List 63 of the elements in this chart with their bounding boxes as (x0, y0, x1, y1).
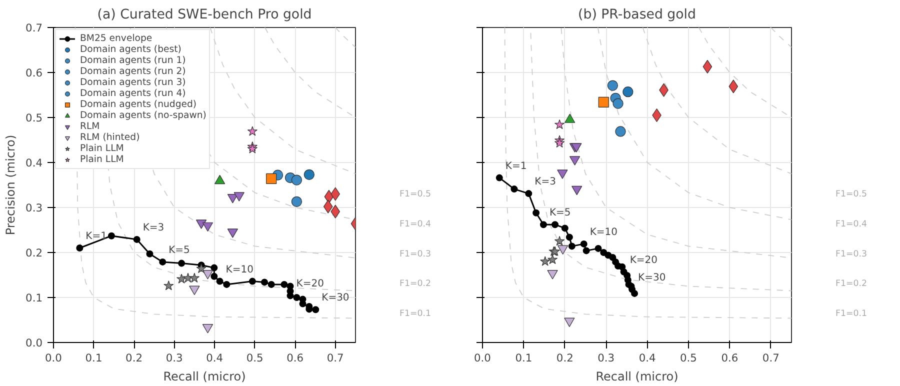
x-tick-label: 0.3 (598, 352, 615, 364)
annotation: K=20 (630, 254, 658, 266)
x-tick-label: 0.6 (286, 352, 304, 364)
annotation: K=3 (142, 222, 164, 234)
legend-label: Plain LLM (80, 154, 124, 165)
text: F1=0.3 (400, 249, 432, 260)
chart-title: (b) PR-based gold (578, 8, 696, 22)
x-tick-label: 0.2 (556, 352, 574, 364)
legend-label: Domain agents (no-spawn) (80, 110, 206, 121)
y-tick-label: 0.6 (26, 66, 43, 80)
x-tick-label: 0.7 (326, 352, 344, 364)
x-tick-label: 0.5 (680, 352, 697, 364)
text: F1=0.5 (400, 189, 432, 200)
x-tick-label: 0.5 (246, 352, 264, 364)
annotation: K=3 (534, 176, 556, 188)
legend-label: Domain agents (run 3) (80, 77, 186, 88)
text: F1=0.1 (836, 309, 868, 320)
y-axis-title: Precision (micro) (4, 134, 18, 236)
legend-label: Domain agents (run 1) (80, 55, 186, 66)
y-tick-label: 0.0 (26, 336, 43, 350)
legend-label: Domain agents (nudged) (80, 99, 197, 110)
text: F1=0.1 (400, 309, 432, 320)
annotation: K=20 (296, 278, 324, 290)
legend-label: Domain agents (run 4) (80, 88, 186, 99)
x-axis-title: Recall (micro) (596, 370, 678, 384)
text: F1=0.4 (836, 219, 868, 230)
y-tick-label: 0.5 (26, 112, 43, 124)
text: F1=0.4 (400, 219, 432, 230)
legend-label: Domain agents (run 2) (80, 66, 186, 77)
y-tick-label: 0.4 (26, 156, 43, 170)
legend-label: BM25 envelope (80, 33, 152, 44)
text: F1=0.2 (836, 279, 868, 290)
x-tick-label: 0.4 (206, 352, 224, 364)
x-tick-label: 0.2 (126, 352, 143, 364)
y-tick-label: 0.1 (26, 292, 43, 304)
annotation: K=10 (226, 264, 254, 276)
x-tick-label: 0.3 (166, 352, 183, 364)
annotation: K=30 (322, 292, 350, 304)
y-tick-label: 0.2 (26, 246, 43, 260)
legend-label: Plain LLM (80, 143, 124, 154)
annotation: K=1 (86, 231, 107, 242)
annotation: K=5 (168, 244, 190, 256)
legend-label: RLM (hinted) (80, 132, 140, 143)
legend-label: RLM (80, 121, 100, 132)
y-tick-label: 0.3 (26, 202, 43, 214)
x-tick-label: 0.6 (721, 352, 738, 364)
text: F1=0.5 (836, 189, 868, 200)
y-tick-label: 0.7 (26, 22, 43, 34)
annotation: K=30 (638, 272, 666, 284)
x-tick-label: 0.0 (45, 352, 62, 364)
x-tick-label: 0.0 (474, 352, 492, 364)
text: F1=0.2 (400, 279, 432, 290)
text: F1=0.3 (836, 249, 868, 260)
x-tick-label: 0.4 (638, 352, 656, 364)
legend-label: Domain agents (best) (80, 44, 182, 55)
x-tick-label: 0.1 (85, 352, 102, 364)
chart-title: (a) Curated SWE-bench Pro gold (97, 8, 312, 22)
annotation: K=10 (590, 226, 618, 238)
x-axis-title: Recall (micro) (163, 370, 246, 384)
x-tick-label: 0.1 (515, 352, 532, 364)
annotation: K=1 (505, 160, 527, 172)
x-tick-label: 0.7 (762, 352, 780, 364)
annotation: K=5 (549, 208, 571, 219)
